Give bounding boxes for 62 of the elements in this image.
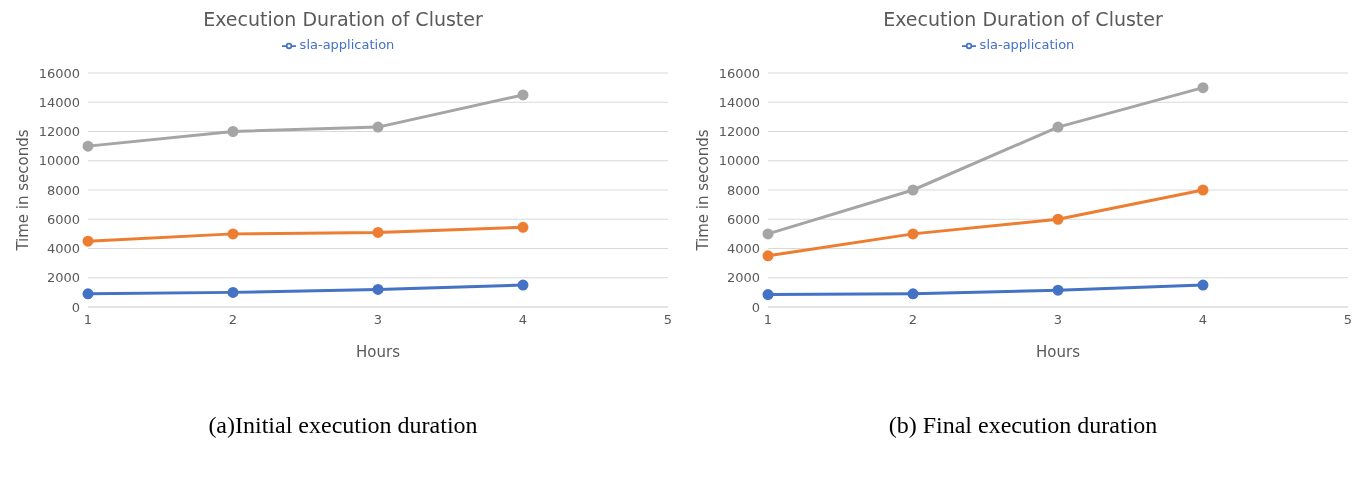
point	[762, 289, 774, 301]
legend-label: sla-application	[979, 37, 1075, 52]
y-tick-label: 14000	[718, 94, 760, 110]
y-tick-label: 2000	[46, 270, 80, 286]
x-tick-label: 5	[1343, 312, 1353, 328]
y-tick-label: 14000	[38, 94, 80, 110]
point	[1052, 213, 1064, 225]
y-tick-label: 4000	[46, 241, 80, 257]
point	[517, 279, 529, 291]
point	[762, 228, 774, 240]
point	[372, 226, 384, 238]
point	[907, 288, 919, 300]
point	[372, 121, 384, 133]
point	[1197, 184, 1209, 196]
x-tick-label: 4	[1198, 312, 1208, 328]
x-axis-title: Hours	[356, 343, 401, 361]
x-tick-label: 3	[373, 312, 383, 328]
point	[907, 184, 919, 196]
point	[82, 235, 94, 247]
point	[227, 228, 239, 240]
y-axis-title: Time in seconds	[14, 129, 33, 252]
y-axis-title: Time in seconds	[694, 129, 713, 252]
y-tick-label: 8000	[726, 182, 760, 198]
x-tick-label: 3	[1053, 312, 1063, 328]
y-tick-label: 0	[751, 299, 760, 315]
y-tick-label: 0	[71, 299, 80, 315]
x-tick-label: 2	[908, 312, 918, 328]
x-axis-title: Hours	[1036, 343, 1081, 361]
point	[82, 140, 94, 152]
y-tick-label: 6000	[726, 211, 760, 227]
y-tick-label: 12000	[718, 124, 760, 140]
point	[1052, 284, 1064, 296]
y-tick-label: 4000	[726, 241, 760, 257]
point	[1052, 121, 1064, 133]
x-tick-label: 5	[663, 312, 673, 328]
chart-title: Execution Duration of Cluster	[203, 8, 483, 30]
point	[227, 126, 239, 137]
legend-label: sla-application	[299, 37, 395, 52]
y-tick-label: 8000	[46, 182, 80, 198]
point	[1197, 279, 1209, 291]
y-tick-label: 12000	[38, 124, 80, 140]
y-tick-label: 6000	[46, 211, 80, 227]
text: (b) Final execution duration	[888, 412, 1158, 439]
x-tick-label: 1	[83, 312, 93, 328]
text: (a)Initial execution duration	[208, 412, 478, 439]
point	[517, 89, 529, 101]
point	[82, 288, 94, 300]
point	[372, 283, 384, 295]
point	[517, 221, 529, 233]
y-tick-label: 2000	[726, 270, 760, 286]
point	[762, 250, 774, 262]
y-tick-label: 10000	[38, 153, 80, 169]
x-tick-label: 1	[763, 312, 773, 328]
x-tick-label: 4	[518, 312, 528, 328]
y-tick-label: 16000	[38, 65, 80, 81]
point	[227, 286, 239, 298]
y-tick-label: 16000	[718, 65, 760, 81]
point	[1197, 82, 1209, 94]
x-tick-label: 2	[228, 312, 238, 328]
y-tick-label: 10000	[718, 153, 760, 169]
chart-title: Execution Duration of Cluster	[883, 8, 1163, 30]
point	[907, 228, 919, 240]
